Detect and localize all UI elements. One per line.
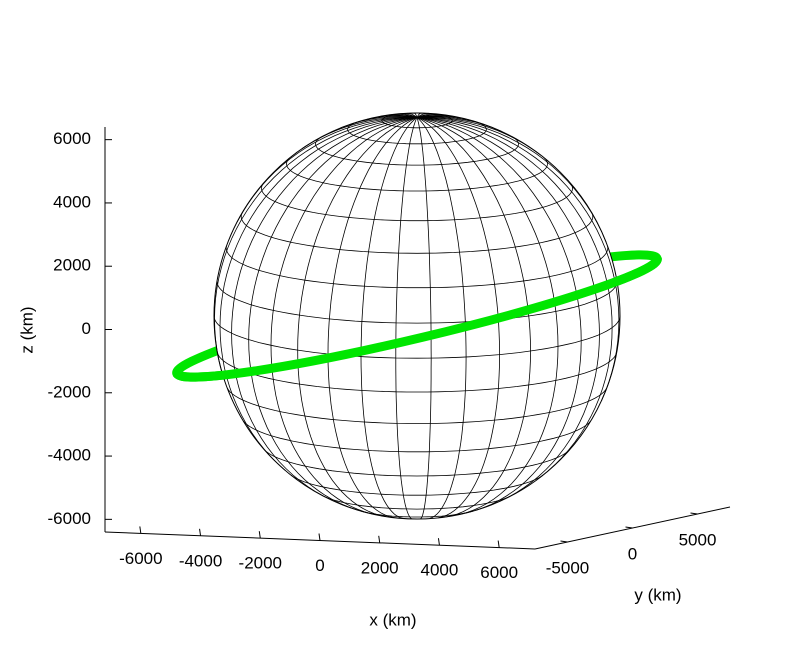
grid-curve (416, 117, 613, 478)
grid-curve (264, 450, 570, 477)
grid-curve (236, 117, 418, 223)
grid-curve (216, 281, 618, 324)
grid-curve (248, 117, 418, 511)
orbit-front (172, 257, 662, 382)
grid-curve (360, 510, 474, 518)
grid-curve (360, 117, 418, 519)
y-tick-label: -5000 (546, 558, 589, 577)
grid-curve (347, 121, 487, 145)
grid-curve (286, 158, 548, 192)
grid-curve (416, 116, 502, 132)
grid-curve (324, 496, 510, 510)
x-tick-label: 2000 (361, 558, 399, 577)
z-tick-label: 0 (82, 319, 91, 338)
y-tick-label: 0 (628, 544, 637, 563)
grid-curve (290, 474, 544, 496)
z-tick-label: 4000 (53, 192, 91, 211)
x-tick (437, 538, 440, 546)
grid-curve (219, 117, 418, 471)
y-tick (560, 540, 568, 543)
x-tick-label: 4000 (421, 561, 459, 580)
grid-curve (416, 117, 582, 511)
grid-curve (416, 116, 542, 156)
x-tick (318, 533, 321, 541)
globe (213, 112, 621, 520)
grid-curve (225, 245, 609, 289)
grid-curve (226, 387, 608, 425)
x-tick (199, 528, 202, 536)
z-tick-label: 2000 (53, 256, 91, 275)
x-tick (258, 531, 261, 539)
grid-curve (231, 117, 418, 497)
grid-curve (416, 114, 455, 118)
grid-curve (381, 112, 453, 129)
x-tick-label: 6000 (480, 563, 518, 582)
y-tick-label: 5000 (679, 530, 717, 549)
x-tick-label: -6000 (119, 549, 162, 568)
orbit-arc (172, 257, 662, 382)
grid-curve (416, 117, 559, 515)
grid-curve (315, 136, 519, 166)
z-tick-label: -6000 (48, 509, 91, 528)
grid-curve (416, 115, 470, 121)
x-tick (139, 526, 142, 534)
z-axis-label: z (km) (17, 306, 36, 353)
grid-curve (270, 117, 418, 515)
grid-curve (261, 183, 573, 222)
grid-curve (395, 117, 418, 520)
grid-curve (243, 420, 591, 453)
grid-curve (416, 117, 531, 518)
grid-curve (240, 212, 594, 254)
z-tick-label: -4000 (48, 446, 91, 465)
grid-curve (416, 117, 501, 519)
y-axis-label: y (km) (634, 585, 681, 604)
grid-curve (297, 117, 418, 517)
x-axis-label: x (km) (369, 610, 416, 629)
grid-curve (217, 352, 617, 393)
x-tick (378, 535, 381, 543)
y-tick (625, 526, 633, 529)
x-tick-label: 0 (315, 556, 324, 575)
grid-curve (327, 117, 418, 518)
z-tick-label: -2000 (48, 382, 91, 401)
x-tick (497, 540, 500, 548)
grid-curve (416, 117, 607, 243)
grid-curve (416, 117, 620, 401)
x-tick-label: -2000 (239, 554, 282, 573)
z-tick-label: 6000 (53, 129, 91, 148)
y-tick (690, 512, 698, 515)
x-tick-label: -4000 (179, 551, 222, 570)
